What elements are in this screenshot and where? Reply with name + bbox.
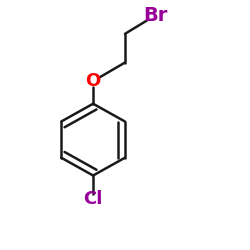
Text: Cl: Cl	[84, 190, 103, 208]
Text: O: O	[86, 72, 101, 90]
Text: Br: Br	[144, 6, 168, 25]
